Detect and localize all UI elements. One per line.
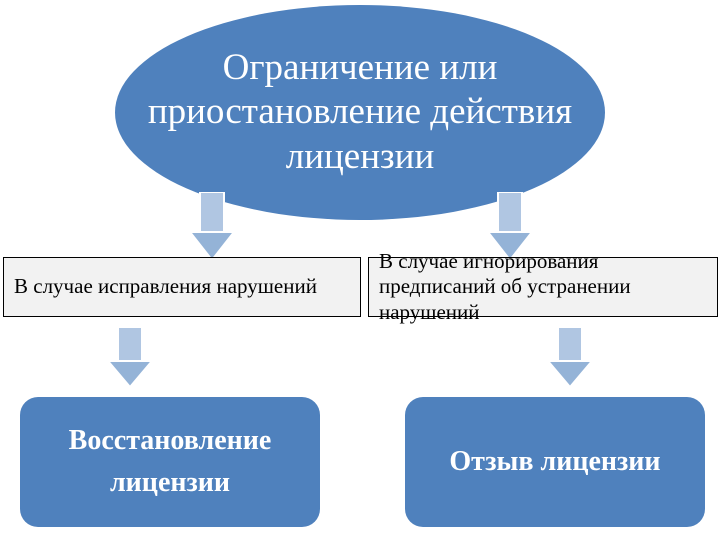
mid-left-label: В случае исправления нарушений [14, 274, 317, 299]
mid-right-label: В случае игнорирования предписаний об ус… [379, 249, 707, 325]
top-node: Ограничение или приостановление действия… [115, 5, 605, 220]
arrow-mid-to-bottom-right [548, 327, 592, 387]
top-node-label: Ограничение или приостановление действия… [115, 46, 605, 179]
mid-right-node: В случае игнорирования предписаний об ус… [368, 257, 718, 317]
mid-left-node: В случае исправления нарушений [3, 257, 361, 317]
arrow-mid-to-bottom-left [108, 327, 152, 387]
bottom-left-node: Восстановление лицензии [20, 397, 320, 527]
bottom-left-label: Восстановление лицензии [20, 420, 320, 504]
arrow-top-to-mid-left [190, 192, 234, 260]
bottom-right-label: Отзыв лицензии [429, 441, 680, 483]
bottom-right-node: Отзыв лицензии [405, 397, 705, 527]
